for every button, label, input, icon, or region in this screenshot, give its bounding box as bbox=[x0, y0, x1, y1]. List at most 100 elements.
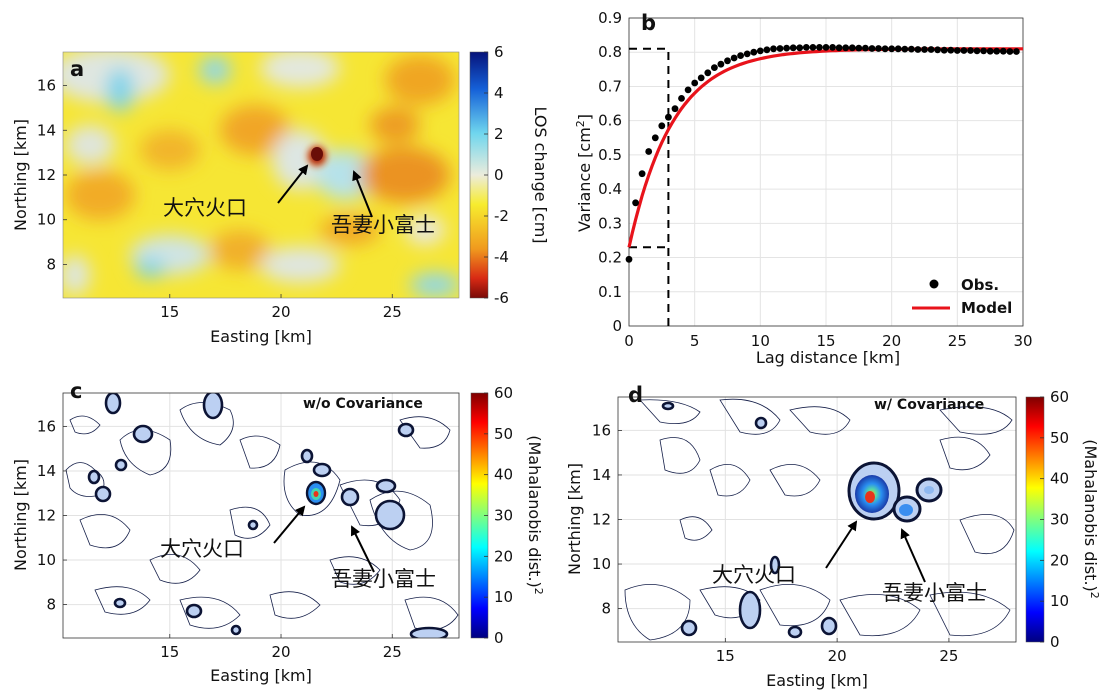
obs-point bbox=[842, 44, 850, 52]
obs-point bbox=[704, 69, 712, 77]
obs-point bbox=[999, 47, 1007, 55]
obs-point bbox=[809, 44, 817, 51]
colorbar-tick-label: 30 bbox=[1050, 511, 1069, 529]
legend-model-label: Model bbox=[961, 299, 1012, 317]
colorbar-tick-label: 60 bbox=[1050, 388, 1069, 406]
axes-b: 0 5 10 15 20 25 30 0 0.1 0.2 0.3 0.4 0.5 0.6 0.7 0.8 0.9 bbox=[598, 9, 1032, 350]
y-tick-label: 10 bbox=[592, 555, 611, 573]
colorbar-tick-label: 0 bbox=[1050, 633, 1060, 651]
fuji-label-d: 吾妻小富士 bbox=[882, 581, 987, 605]
los-colorbar-label: LOS change [cm] bbox=[531, 106, 550, 243]
y-tick-label: 0.9 bbox=[598, 9, 622, 27]
y-tick-label: 16 bbox=[37, 417, 56, 435]
easting-label-a: Easting [km] bbox=[210, 327, 312, 346]
obs-point bbox=[684, 86, 692, 94]
colorbar-tick-label: -4 bbox=[494, 248, 509, 266]
x-tick-label: 25 bbox=[383, 303, 402, 321]
obs-point bbox=[645, 148, 653, 155]
annotation-fuji-c: 吾妻小富士 bbox=[331, 525, 436, 591]
lag-label: Lag distance [km] bbox=[756, 348, 900, 367]
obs-point bbox=[953, 47, 961, 54]
y-tick-label: 10 bbox=[37, 551, 56, 569]
x-tick-label: 30 bbox=[1013, 332, 1032, 350]
panel-label-b: b bbox=[641, 11, 656, 35]
y-tick-label: 8 bbox=[601, 600, 611, 618]
obs-point bbox=[1013, 48, 1020, 55]
y-tick-label: 12 bbox=[37, 507, 56, 525]
obs-point bbox=[671, 105, 679, 113]
y-tick-label: 0.4 bbox=[598, 180, 622, 198]
colorbar-tick-label: 30 bbox=[494, 507, 513, 525]
obs-point bbox=[888, 45, 896, 53]
y-tick-label: 0.5 bbox=[598, 146, 622, 164]
y-tick-label: 10 bbox=[37, 211, 56, 229]
easting-label-c: Easting [km] bbox=[210, 666, 312, 685]
mahalanobis-map-c bbox=[65, 393, 459, 638]
x-tick-label: 25 bbox=[948, 332, 967, 350]
obs-point bbox=[737, 52, 744, 59]
obs-point bbox=[835, 44, 843, 52]
colorbar-ticks-d: 60 50 40 30 20 10 0 bbox=[1040, 388, 1069, 651]
obs-point bbox=[848, 44, 856, 52]
obs-point bbox=[894, 45, 902, 53]
x-tick-label: 20 bbox=[271, 643, 290, 661]
panel-d: 15 20 25 8 10 12 14 16 d w/ Covariance 大穴火口 吾妻小… bbox=[565, 383, 1101, 690]
obs-point bbox=[783, 44, 790, 52]
obs-point bbox=[829, 44, 836, 51]
obs-point bbox=[651, 134, 659, 142]
obs-point bbox=[901, 45, 909, 53]
obs-point bbox=[973, 47, 981, 55]
obs-point bbox=[881, 45, 889, 53]
obs-point bbox=[665, 113, 672, 121]
obs-point bbox=[986, 47, 994, 55]
crater-label-a: 大穴火口 bbox=[163, 196, 247, 220]
annotation-fuji-d: 吾妻小富士 bbox=[882, 528, 987, 605]
y-tick-label: 14 bbox=[37, 462, 56, 480]
easting-label-d: Easting [km] bbox=[766, 671, 868, 690]
fuji-label-a: 吾妻小富士 bbox=[331, 213, 436, 237]
obs-point bbox=[868, 45, 876, 52]
y-tick-label: 12 bbox=[592, 511, 611, 529]
crater-label-d: 大穴火口 bbox=[712, 563, 796, 587]
colorbar-ticks-c: 60 50 40 30 20 10 0 bbox=[484, 384, 513, 647]
obs-point bbox=[658, 122, 666, 130]
obs-point bbox=[993, 47, 1001, 55]
colorbar-tick-label: -2 bbox=[494, 207, 509, 225]
x-tick-label: 20 bbox=[882, 332, 901, 350]
obs-point bbox=[638, 170, 646, 178]
x-tick-label: 5 bbox=[690, 332, 700, 350]
y-tick-label: 0.6 bbox=[598, 112, 622, 130]
hotspot-d bbox=[847, 461, 943, 523]
legend-obs-marker bbox=[929, 279, 939, 289]
fuji-label-c: 吾妻小富士 bbox=[331, 567, 436, 591]
y-tick-label: 0.7 bbox=[598, 77, 622, 95]
obs-point bbox=[960, 47, 968, 54]
obs-point bbox=[914, 46, 922, 53]
x-tick-label: 25 bbox=[383, 643, 402, 661]
obs-point bbox=[908, 45, 915, 53]
y-tick-label: 0.8 bbox=[598, 43, 622, 61]
legend-b: Obs. Model bbox=[912, 276, 1012, 317]
x-tick-label: 20 bbox=[271, 303, 290, 321]
x-tick-label: 15 bbox=[716, 647, 735, 665]
x-tick-label: 0 bbox=[624, 332, 634, 350]
colorbar-tick-label: 50 bbox=[1050, 429, 1069, 447]
obs-point bbox=[756, 47, 764, 55]
y-tick-label: 8 bbox=[46, 255, 56, 273]
colorbar-tick-label: 40 bbox=[1050, 470, 1069, 488]
obs-point bbox=[980, 47, 987, 55]
y-tick-label: 16 bbox=[37, 77, 56, 95]
obs-point bbox=[802, 44, 810, 51]
y-tick-label: 14 bbox=[37, 121, 56, 139]
y-tick-label: 12 bbox=[37, 166, 56, 184]
y-tick-label: 0.2 bbox=[598, 249, 622, 267]
obs-point bbox=[967, 47, 974, 54]
northing-label-c: Northing [km] bbox=[11, 459, 30, 571]
obs-point bbox=[678, 95, 685, 102]
obs-point bbox=[697, 74, 705, 82]
obs-point bbox=[691, 79, 699, 87]
obs-point bbox=[921, 46, 928, 53]
colorbar-tick-label: 2 bbox=[494, 125, 504, 143]
